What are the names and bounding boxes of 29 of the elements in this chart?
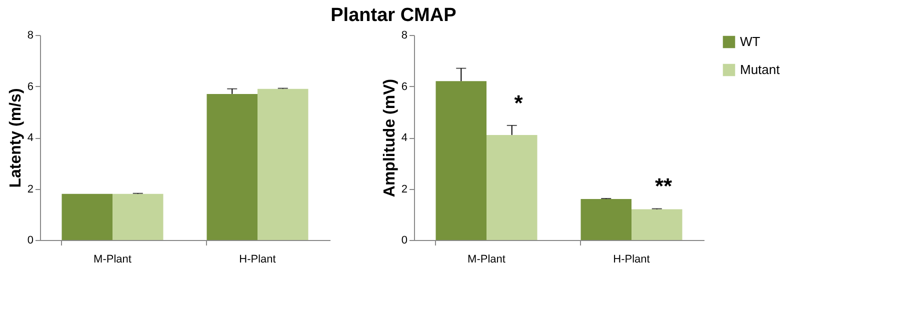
annotation: ** [654, 174, 672, 199]
y-tick-label: 0 [401, 234, 408, 246]
x-tick-label: H-Plant [239, 254, 276, 266]
bar [632, 209, 682, 240]
x-tick-label: M-Plant [468, 254, 506, 266]
annotation: * [514, 90, 524, 116]
y-tick-label: 2 [27, 183, 34, 196]
legend-label: Mutant [740, 62, 780, 77]
y-axis-title: Amplitude (mV) [381, 78, 398, 198]
y-tick-label: 2 [401, 183, 408, 196]
legend-label: WT [740, 34, 760, 49]
y-tick-label: 8 [401, 30, 408, 42]
bar [436, 81, 486, 240]
bar [112, 194, 164, 240]
y-tick-label: 4 [27, 132, 34, 144]
bar [580, 199, 632, 240]
y-axis-title: Latenty (m/s) [7, 88, 24, 188]
y-tick-label: 6 [401, 80, 408, 93]
bar [486, 134, 538, 240]
bar [62, 194, 112, 240]
y-tick-label: 4 [401, 132, 408, 144]
bar [206, 94, 258, 240]
y-tick-label: 6 [27, 80, 34, 93]
y-tick-label: 8 [27, 30, 34, 42]
bar [258, 88, 308, 240]
text: Plantar CMAP [330, 5, 457, 26]
x-tick-label: M-Plant [94, 254, 132, 266]
y-tick-label: 0 [27, 234, 34, 246]
x-tick-label: H-Plant [613, 254, 650, 266]
